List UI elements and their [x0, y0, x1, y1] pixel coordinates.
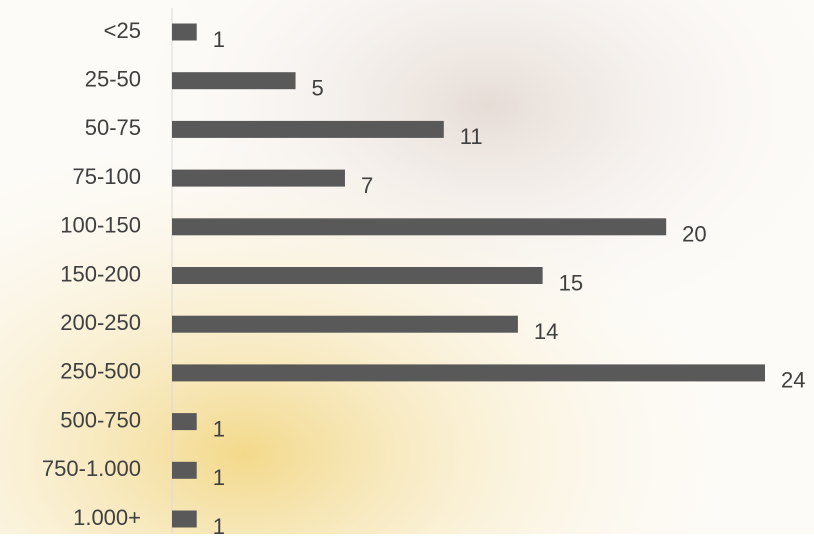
data-label: 11 — [460, 124, 483, 149]
data-label: 7 — [361, 173, 373, 198]
y-tick-label: 150-200 — [60, 261, 141, 286]
y-tick-label: 500-750 — [60, 407, 141, 432]
bar — [172, 413, 197, 431]
bar — [172, 510, 197, 528]
data-label: 1 — [213, 416, 225, 441]
y-tick-label: 250-500 — [60, 359, 141, 384]
y-tick-label: 75-100 — [72, 164, 141, 189]
data-label: 14 — [534, 319, 558, 344]
y-tick-label: <25 — [104, 18, 141, 43]
y-tick-label: 25-50 — [85, 67, 141, 92]
data-label: 15 — [559, 270, 583, 295]
data-label: 1 — [213, 465, 225, 490]
y-tick-label: 1.000+ — [73, 505, 141, 530]
data-label: 5 — [312, 76, 324, 101]
data-label: 1 — [213, 27, 225, 52]
data-label: 20 — [682, 222, 706, 247]
bar — [172, 461, 197, 479]
data-label: 24 — [781, 368, 805, 393]
y-tick-label: 750-1.000 — [42, 456, 141, 481]
y-tick-label: 100-150 — [60, 213, 141, 238]
bar — [172, 120, 444, 138]
data-label: 1 — [213, 514, 225, 534]
bar — [172, 364, 765, 382]
bar — [172, 23, 197, 41]
bar — [172, 169, 345, 187]
bar — [172, 218, 667, 236]
bar — [172, 267, 543, 284]
y-tick-label: 50-75 — [85, 115, 141, 140]
y-tick-label: 200-250 — [60, 310, 141, 335]
bar — [172, 315, 518, 333]
bar — [172, 72, 296, 90]
